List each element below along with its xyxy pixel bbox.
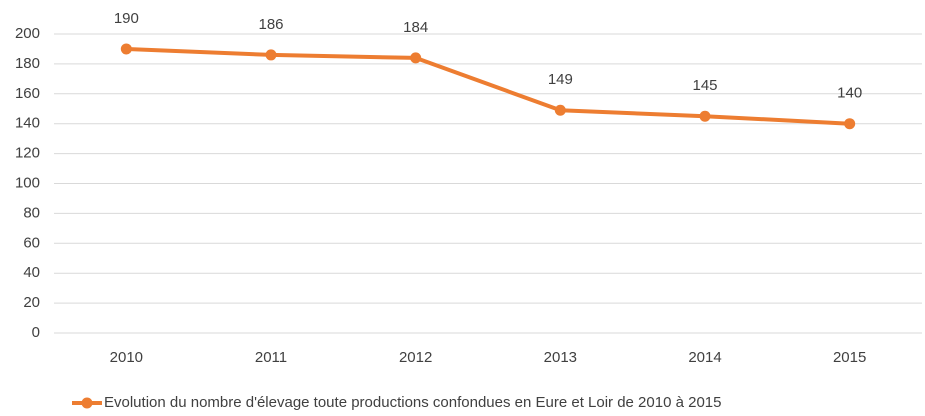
- y-tick-label: 80: [23, 204, 40, 221]
- y-tick-label: 60: [23, 234, 40, 251]
- data-label: 149: [548, 71, 573, 88]
- legend-marker: [81, 397, 93, 409]
- x-tick-label: 2012: [399, 349, 432, 366]
- legend-label: Evolution du nombre d'élevage toute prod…: [104, 394, 721, 411]
- y-tick-label: 180: [15, 55, 40, 72]
- data-label: 145: [692, 77, 717, 94]
- y-tick-label: 200: [15, 25, 40, 42]
- x-tick-label: 2011: [255, 349, 287, 366]
- data-label: 186: [258, 16, 283, 33]
- x-tick-label: 2010: [110, 349, 143, 366]
- x-tick-label: 2015: [833, 349, 866, 366]
- x-tick-label: 2013: [544, 349, 577, 366]
- data-point: [554, 104, 566, 116]
- data-label: 190: [114, 10, 139, 27]
- y-tick-label: 20: [23, 294, 40, 311]
- y-tick-label: 100: [15, 174, 40, 191]
- data-point: [410, 52, 422, 64]
- data-label: 184: [403, 19, 428, 36]
- y-tick-label: 120: [15, 145, 40, 162]
- data-point: [265, 49, 277, 61]
- data-point: [844, 118, 856, 130]
- y-tick-label: 140: [15, 115, 40, 132]
- data-point: [120, 43, 132, 55]
- data-label: 140: [837, 85, 862, 102]
- x-tick-label: 2014: [688, 349, 721, 366]
- data-point: [699, 110, 711, 122]
- y-tick-label: 40: [23, 264, 40, 281]
- series-line: [126, 46, 850, 126]
- y-tick-label: 160: [15, 85, 40, 102]
- y-tick-label: 0: [32, 324, 40, 341]
